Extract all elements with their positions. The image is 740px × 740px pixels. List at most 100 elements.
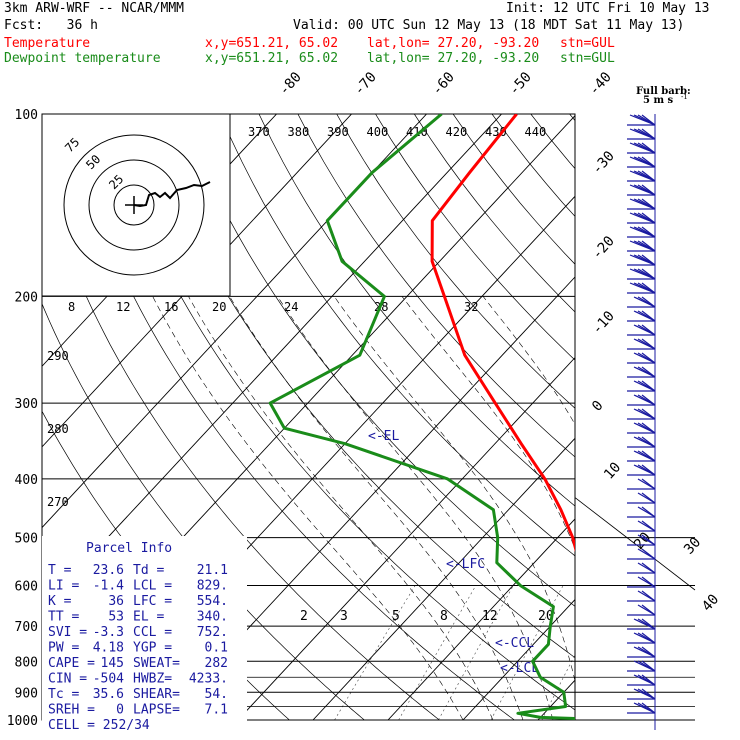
isotherm-label: 40 [699,591,722,614]
dry-adiabat-label: 420 [446,125,468,139]
wind-barb [627,394,656,406]
dry-adiabat-line [181,114,575,607]
parcel-index-name: Tc = [48,687,79,702]
moist-adiabat-line [401,296,575,550]
dry-adiabat-line [375,114,575,361]
wind-barb [627,520,656,532]
theta-label: 280 [47,422,69,436]
hodo-speed-label: 20 [212,300,226,314]
mixing-ratio-line [438,585,514,720]
barb-flag [637,562,656,574]
parcel-index-name: YGP = [133,641,172,656]
dry-adiabat-line [491,114,575,217]
parcel-index-name: HWBZ= [133,672,172,687]
wind-barb [627,618,656,630]
mixing-ratio-line [334,585,416,720]
dry-adiabat-label: 370 [248,125,270,139]
parcel-index-value: 21.1 [197,563,228,578]
barb-key-units: 5 m s [643,95,674,106]
wind-barb [627,548,656,560]
dewpoint-latlon: lat,lon= 27.20, -93.20 [367,51,540,66]
barb-flag [629,212,656,224]
barb-flag [629,156,656,168]
barb-key-exponent: -1 [681,93,688,101]
parcel-index-name: SHEAR= [133,687,180,702]
wind-barb [627,212,656,224]
level-annotation: <-EL [368,429,399,444]
dewpoint-profile-line [268,114,575,720]
parcel-info-title: Parcel Info [86,541,172,556]
wind-barb [627,324,656,336]
temperature-profile-line [430,114,575,553]
hodograph-ring [63,134,205,276]
parcel-index-value: 0.1 [205,641,228,656]
forecast-hour: Fcst: 36 h [4,18,98,33]
hodo-speed-label: 8 [68,300,75,314]
barb-flag [633,618,656,630]
parcel-index-value: -504 [93,672,124,687]
dry-adiabat-line [725,114,740,720]
parcel-index-value: -1.4 [93,579,124,594]
dewpoint-station: stn=GUL [560,51,615,66]
hodo-speed-label: 16 [164,300,178,314]
dry-adiabat-line [452,114,575,265]
barb-flag [629,170,656,182]
isotherm-label: 0 [589,398,607,415]
dry-adiabat-label: 440 [525,125,547,139]
barb-flag [629,128,656,140]
level-annotation: <-LCL [500,661,539,676]
pressure-label: 700 [15,620,38,635]
temperature-latlon: lat,lon= 27.20, -93.20 [367,36,540,51]
wind-barb [627,478,656,490]
barb-flag [637,506,656,518]
parcel-index-value: 0 [116,703,124,718]
wind-barb [627,352,656,364]
pressure-label: 200 [15,290,38,305]
theta-label: 270 [47,495,69,509]
parcel-index-value: 23.6 [93,563,124,578]
moist-adiabat-line [482,296,575,425]
wind-barb [627,590,656,602]
parcel-index-name: CCL = [133,625,172,640]
barb-key-title: Full barb: [636,86,691,97]
parcel-index-value: 829. [197,579,228,594]
parcel-index-name: LI = [48,579,79,594]
barb-flag [633,660,656,672]
parcel-index-name: CIN = [48,672,87,687]
parcel-index-value: 4.18 [93,641,124,656]
barb-flag [633,688,656,700]
wind-barb [627,198,656,210]
wind-barb [627,604,656,616]
parcel-index-value: 340. [197,610,228,625]
barb-flag [629,184,656,196]
barb-flag [637,492,656,504]
wind-barb [627,114,656,126]
parcel-index-value: 54. [205,687,228,702]
isotherm-label: -70 [351,69,380,99]
barb-flag [633,352,656,364]
parcel-info-panel [42,536,247,726]
parcel-index-name: LAPSE= [133,703,180,718]
barb-flag [629,226,656,238]
dry-adiabat-line [647,114,740,720]
parcel-index-name: SWEAT= [133,656,180,671]
barb-flag [633,632,656,644]
dry-adiabat-line [258,114,575,507]
pressure-label: 900 [15,686,38,701]
pressure-label: 1000 [7,714,38,729]
barb-flag [637,478,656,490]
wind-barb [627,674,656,686]
moist-adiabat-line [733,296,740,720]
wind-barb [627,366,656,378]
moist-adiabat-line [577,296,675,720]
barb-flag [633,338,656,350]
wind-barb [627,254,656,266]
wind-barb [627,660,656,672]
model-title: 3km ARW-WRF -- NCAR/MMM [4,1,185,16]
isotherm-label: -40 [586,69,615,99]
wind-barb [627,282,656,294]
parcel-index-name: EL = [133,610,164,625]
wind-barb [627,702,656,714]
wind-barb [627,268,656,280]
isotherm-line [312,437,575,720]
